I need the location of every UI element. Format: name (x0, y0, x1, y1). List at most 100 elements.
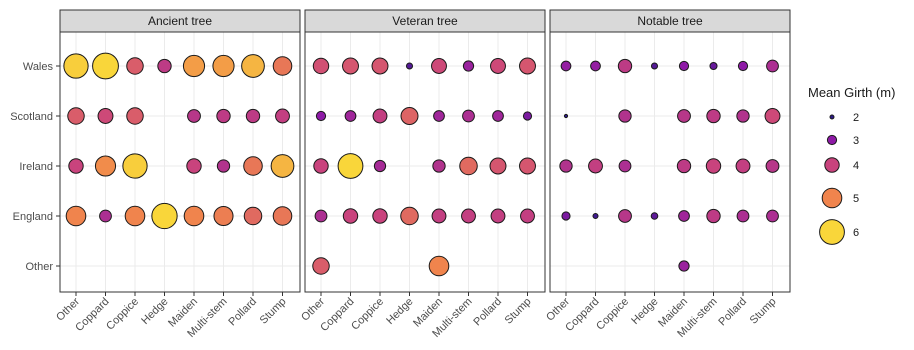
point-veteran-tree-coppard-ireland (337, 153, 364, 179)
point-notable-tree-coppice-ireland (618, 159, 632, 173)
point-ancient-tree-other-wales (63, 53, 89, 79)
point-notable-tree-multi-stem-scotland (706, 108, 721, 124)
point-veteran-tree-coppard-england (342, 208, 359, 224)
point-veteran-tree-stump-england (520, 208, 535, 224)
point-veteran-tree-stump-ireland (519, 157, 536, 175)
point-veteran-tree-maiden-other (428, 255, 450, 277)
x-tick-label: Pollard (226, 296, 259, 329)
legend-label: 2 (853, 112, 859, 124)
point-notable-tree-coppard-england (592, 212, 599, 220)
facet-ancient-tree: Ancient tree (59, 9, 301, 293)
point-veteran-tree-other-other (312, 257, 330, 275)
point-ancient-tree-pollard-england (243, 206, 263, 226)
legend: Mean Girth (m) 2 3 4 5 6 (808, 85, 895, 245)
point-veteran-tree-coppice-england (372, 208, 388, 224)
point-notable-tree-pollard-wales (737, 60, 749, 72)
point-notable-tree-maiden-ireland (676, 158, 692, 174)
point-notable-tree-stump-wales (766, 59, 779, 73)
facet-panels: Ancient tree Veteran tree Notable tree (59, 9, 791, 293)
point-veteran-tree-maiden-wales (431, 58, 447, 74)
facet-veteran-tree: Veteran tree (304, 9, 546, 293)
point-ancient-tree-pollard-ireland (243, 156, 263, 176)
point-notable-tree-coppice-england (618, 209, 632, 223)
point-veteran-tree-pollard-england (490, 208, 506, 224)
point-ancient-tree-stump-england (272, 206, 293, 226)
legend-key (821, 187, 843, 209)
x-tick-label: Stump (258, 296, 289, 327)
point-veteran-tree-other-england (314, 209, 328, 223)
legend-title: Mean Girth (m) (808, 85, 895, 100)
legend-label: 5 (853, 193, 859, 205)
y-tick-label: Ireland (19, 161, 53, 173)
x-axis: OtherCoppardCoppiceHedgeMaidenMulti-stem… (54, 292, 779, 340)
point-veteran-tree-other-scotland (315, 110, 327, 122)
point-veteran-tree-maiden-ireland (432, 159, 446, 173)
point-notable-tree-stump-scotland (764, 108, 781, 124)
panel-background (550, 32, 790, 292)
facet-title: Veteran tree (392, 14, 458, 28)
point-veteran-tree-multi-stem-ireland (459, 156, 478, 176)
y-tick-label: Wales (23, 61, 54, 73)
point-notable-tree-maiden-other (678, 260, 690, 272)
point-ancient-tree-coppice-wales (126, 57, 144, 75)
point-notable-tree-pollard-ireland (735, 158, 751, 174)
point-ancient-tree-stump-ireland (270, 154, 295, 178)
x-tick-label: Hedge (629, 296, 660, 327)
point-ancient-tree-coppice-ireland (122, 153, 148, 179)
point-veteran-tree-multi-stem-england (461, 208, 476, 224)
point-notable-tree-stump-ireland (765, 159, 780, 173)
x-tick-label: Coppice (349, 296, 386, 333)
x-tick-label: Stump (748, 296, 779, 327)
point-ancient-tree-other-ireland (68, 158, 84, 174)
point-notable-tree-hedge-england (650, 212, 659, 220)
point-ancient-tree-hedge-england (151, 202, 178, 230)
point-veteran-tree-stump-scotland (522, 111, 533, 121)
y-tick-label: England (13, 211, 53, 223)
point-ancient-tree-coppard-scotland (97, 108, 114, 124)
point-ancient-tree-multi-stem-scotland (216, 108, 231, 124)
point-veteran-tree-coppard-scotland (344, 110, 357, 122)
x-tick-label: Stump (503, 296, 534, 327)
x-tick-label: Pollard (471, 296, 504, 329)
point-ancient-tree-maiden-ireland (186, 158, 202, 174)
point-notable-tree-other-england (561, 211, 571, 221)
point-notable-tree-pollard-scotland (736, 109, 750, 123)
point-veteran-tree-coppice-wales (371, 57, 389, 75)
point-notable-tree-coppice-scotland (618, 109, 632, 123)
point-notable-tree-pollard-england (736, 209, 750, 223)
point-notable-tree-maiden-england (678, 210, 690, 222)
point-ancient-tree-other-england (65, 205, 87, 227)
legend-label: 4 (853, 160, 859, 172)
point-veteran-tree-coppard-wales (342, 57, 359, 75)
point-notable-tree-multi-stem-wales (709, 61, 718, 71)
panel-border (549, 31, 791, 293)
point-ancient-tree-multi-stem-wales (212, 54, 235, 78)
legend-key (829, 114, 835, 120)
point-notable-tree-maiden-scotland (677, 109, 691, 123)
legend-key (824, 157, 840, 173)
point-ancient-tree-coppard-england (99, 209, 112, 223)
x-tick-label: Hedge (384, 296, 415, 327)
point-notable-tree-coppard-wales (590, 60, 601, 72)
point-veteran-tree-coppice-scotland (372, 108, 388, 124)
facet-notable-tree: Notable tree (549, 9, 791, 293)
point-ancient-tree-coppard-wales (92, 52, 119, 80)
point-notable-tree-maiden-wales (678, 60, 690, 72)
point-notable-tree-coppard-ireland (588, 158, 603, 174)
point-ancient-tree-pollard-wales (241, 54, 265, 78)
point-veteran-tree-stump-wales (519, 57, 536, 75)
point-veteran-tree-hedge-wales (405, 62, 414, 70)
point-veteran-tree-pollard-wales (490, 58, 506, 74)
x-tick-label: Hedge (139, 296, 170, 327)
point-notable-tree-other-scotland (563, 113, 569, 119)
point-veteran-tree-multi-stem-scotland (462, 109, 475, 123)
point-ancient-tree-stump-scotland (275, 108, 290, 124)
y-tick-label: Scotland (10, 111, 53, 123)
point-notable-tree-multi-stem-england (706, 208, 721, 224)
point-ancient-tree-multi-stem-ireland (216, 159, 231, 173)
point-notable-tree-coppice-wales (617, 58, 633, 74)
point-notable-tree-other-wales (560, 60, 572, 72)
point-ancient-tree-coppice-england (124, 205, 146, 227)
panel-border (59, 31, 301, 293)
